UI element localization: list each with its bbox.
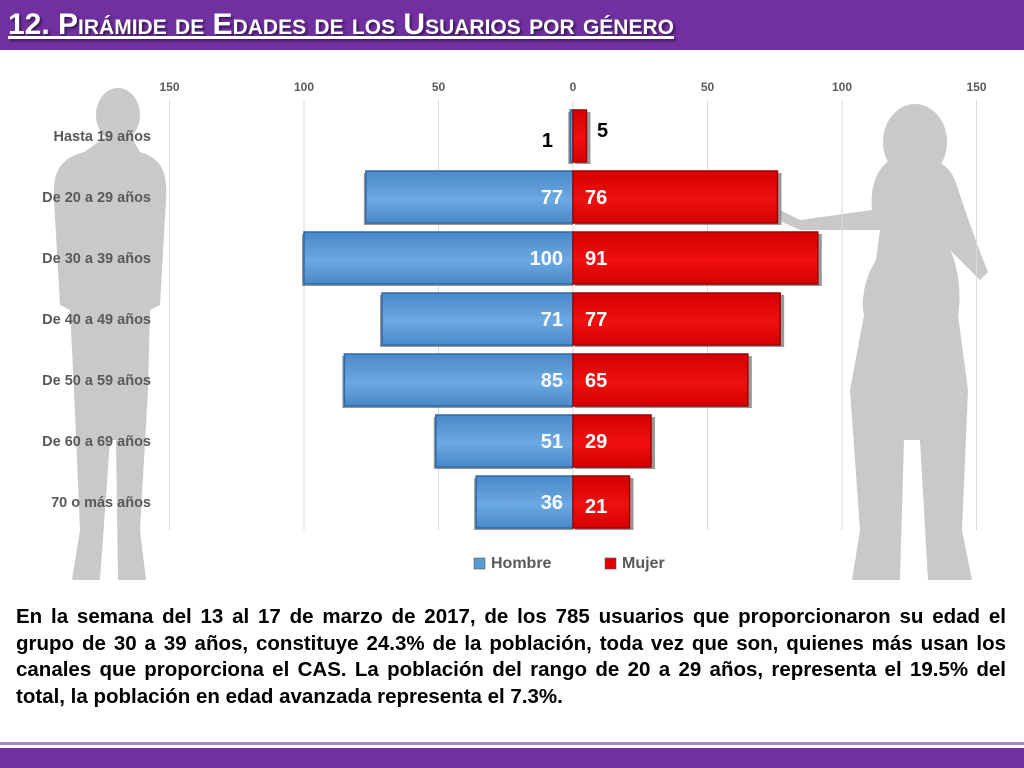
data-label-hombre: 71 — [541, 309, 563, 331]
legend: Hombre Mujer — [473, 555, 665, 572]
data-label-hombre: 1 — [542, 130, 553, 152]
data-label-hombre: 77 — [541, 187, 563, 209]
legend-swatch — [604, 557, 617, 570]
data-label-mujer: 91 — [585, 248, 607, 270]
data-label-hombre: 36 — [541, 492, 563, 514]
female-silhouette-icon — [780, 104, 988, 580]
bar-mujer — [572, 170, 779, 224]
data-label-mujer: 21 — [585, 496, 607, 518]
bar-mujer — [572, 292, 781, 346]
bar-mujer — [572, 414, 652, 468]
x-tick-label: 50 — [432, 80, 446, 94]
x-tick-label: 100 — [832, 80, 852, 94]
caption-text: En la semana del 13 al 17 de marzo de 20… — [16, 605, 1006, 708]
data-label-mujer: 76 — [585, 187, 607, 209]
bar-hombre — [381, 292, 574, 346]
data-label-mujer: 77 — [585, 309, 607, 331]
legend-label: Hombre — [491, 555, 552, 572]
category-label: De 30 a 39 años — [42, 251, 151, 267]
bar-hombre — [303, 231, 574, 285]
x-tick-label: 150 — [159, 80, 179, 94]
male-silhouette-icon — [53, 88, 167, 580]
x-axis-ticks: 150 100 50 0 50 100 150 — [159, 80, 986, 94]
bar-hombre — [343, 353, 574, 407]
category-label: 70 o más años — [51, 495, 151, 511]
data-label-hombre: 85 — [541, 370, 563, 392]
footer-bar — [0, 748, 1024, 768]
bar-hombre — [475, 475, 574, 529]
footer-accent-line — [0, 742, 1024, 745]
x-tick-label: 100 — [294, 80, 314, 94]
page-title: 12. Pirámide de Edades de los Usuarios p… — [8, 8, 674, 41]
category-labels: Hasta 19 años De 20 a 29 años De 30 a 39 a… — [42, 129, 151, 511]
x-tick-label: 50 — [701, 80, 715, 94]
bar-mujer — [572, 353, 749, 407]
title-bar: 12. Pirámide de Edades de los Usuarios p… — [0, 0, 1024, 50]
legend-label: Mujer — [622, 555, 665, 572]
data-label-hombre: 100 — [530, 248, 563, 270]
category-label: De 60 a 69 años — [42, 434, 151, 450]
data-label-mujer: 5 — [597, 120, 608, 142]
data-labels: 1 5 77 76 100 91 71 77 85 65 51 29 36 21 — [530, 120, 609, 518]
category-label: De 20 a 29 años — [42, 190, 151, 206]
bar-mujer — [572, 231, 819, 285]
population-pyramid-chart: 150 100 50 0 50 100 150 Hasta 19 años De 20 a 2… — [42, 80, 988, 580]
bars — [302, 109, 822, 530]
data-label-mujer: 29 — [585, 431, 607, 453]
data-label-hombre: 51 — [541, 431, 563, 453]
bar-mujer — [572, 475, 631, 529]
legend-swatch — [473, 557, 486, 570]
data-label-mujer: 65 — [585, 370, 607, 392]
category-label: Hasta 19 años — [53, 129, 151, 145]
x-tick-label: 0 — [570, 80, 577, 94]
bar-hombre — [365, 170, 574, 224]
bar-mujer — [572, 109, 588, 163]
category-label: De 40 a 49 años — [42, 312, 151, 328]
x-tick-label: 150 — [966, 80, 986, 94]
category-label: De 50 a 59 años — [42, 373, 151, 389]
